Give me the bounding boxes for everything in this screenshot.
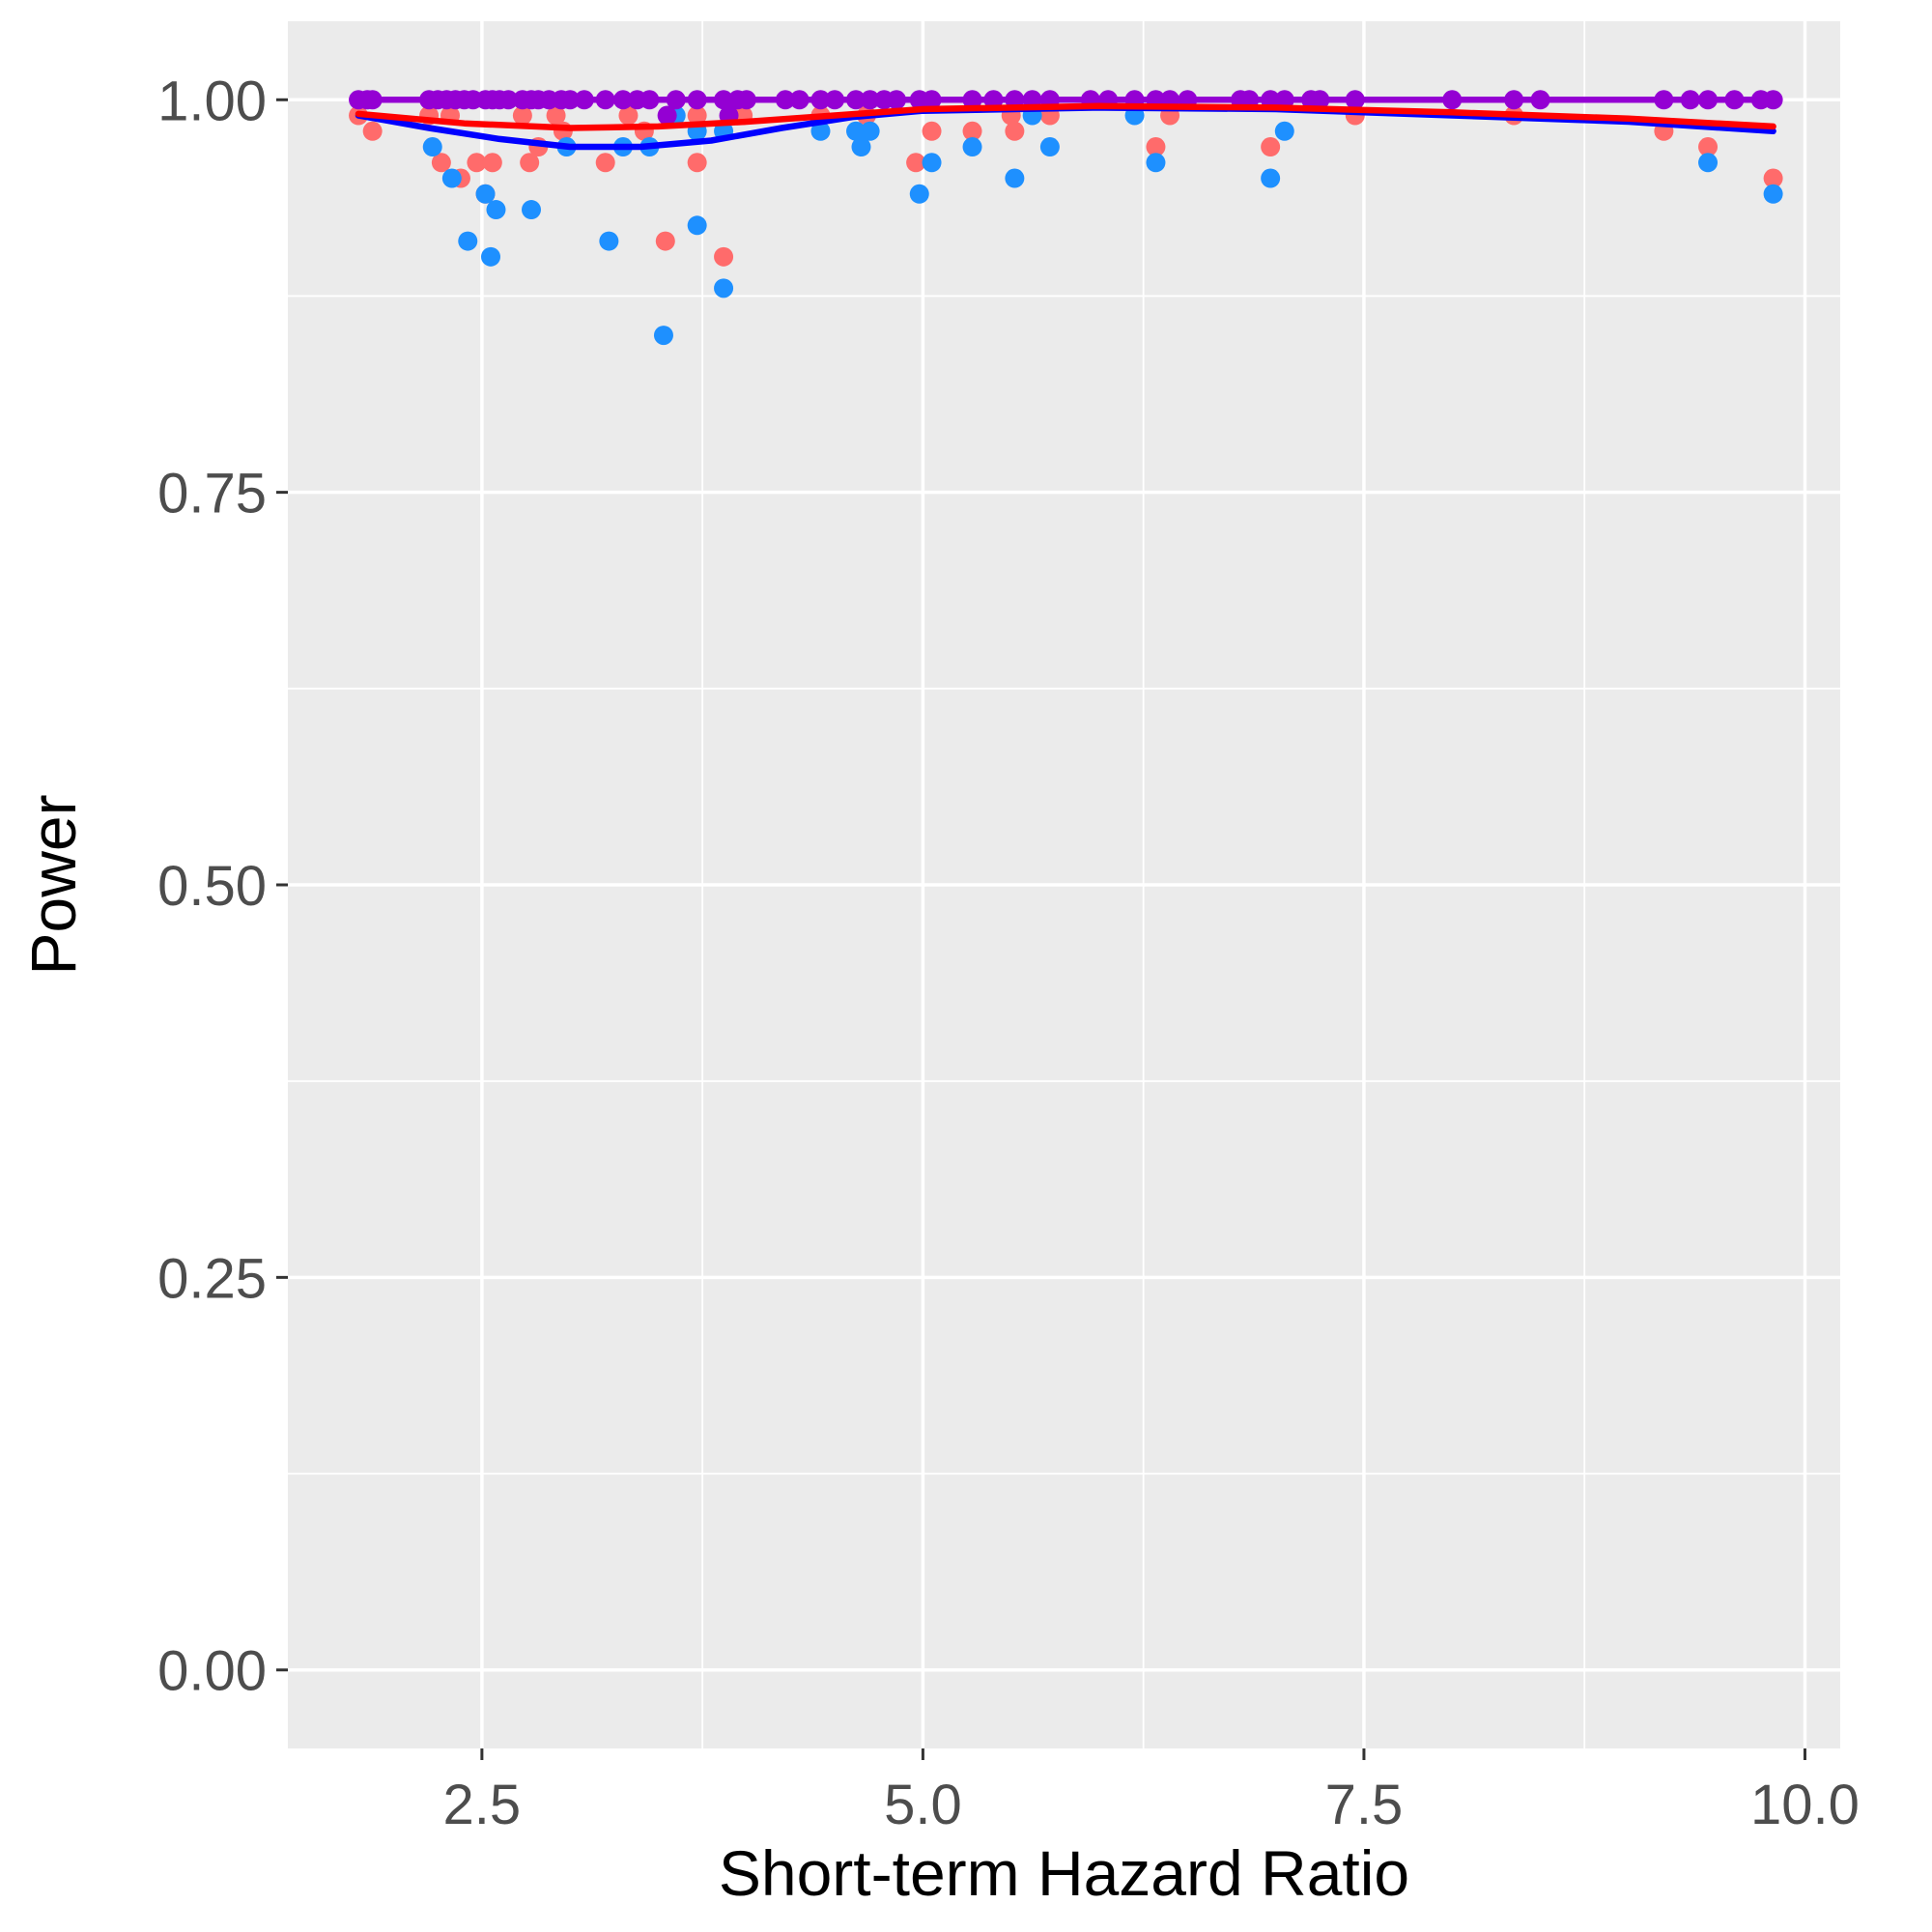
series-1-point — [512, 105, 532, 126]
series-1-point — [595, 153, 615, 173]
series-2-point — [1698, 153, 1719, 173]
x-tick-label: 2.5 — [443, 1774, 522, 1836]
series-2-point — [1005, 168, 1025, 188]
series-2-point — [922, 153, 942, 173]
series-2-point — [810, 121, 831, 141]
series-1-point — [1146, 137, 1166, 157]
series-2-point — [481, 246, 501, 267]
series-1-point — [520, 153, 540, 173]
x-tick-label: 7.5 — [1325, 1774, 1404, 1836]
y-tick-label: 0.50 — [157, 855, 267, 918]
series-1-point — [655, 231, 675, 251]
series-1-point — [618, 105, 639, 126]
grid-lines — [288, 21, 1840, 1748]
series-2-point — [1146, 153, 1166, 173]
series-2-point — [851, 137, 871, 157]
series-2-point — [909, 184, 929, 204]
series-2-point — [522, 200, 542, 220]
series-1-point — [1698, 137, 1719, 157]
series-2-point — [458, 231, 478, 251]
series-2-point — [1763, 184, 1783, 204]
series-2-point — [687, 215, 707, 236]
series-2-point — [599, 231, 619, 251]
y-tick-label: 0.75 — [157, 463, 267, 526]
series-2-point — [475, 184, 496, 204]
series-1-point — [687, 105, 707, 126]
series-2-point — [1039, 137, 1060, 157]
y-tick-label: 0.25 — [157, 1247, 267, 1310]
series-1-point — [714, 246, 734, 267]
x-axis-title: Short-term Hazard Ratio — [719, 1837, 1409, 1909]
series-2-point — [962, 137, 982, 157]
series-1-point — [482, 153, 502, 173]
series-2-point — [486, 200, 506, 220]
series-2-point — [1261, 168, 1281, 188]
series-3-point — [657, 105, 677, 126]
series-1-point — [546, 105, 566, 126]
series-1-point — [906, 153, 926, 173]
y-tick-label: 0.00 — [157, 1640, 267, 1703]
series-1-point — [362, 121, 383, 141]
series-1-point — [1005, 121, 1025, 141]
series-1-point — [687, 153, 707, 173]
series-2-point — [441, 168, 462, 188]
series-2-point — [1274, 121, 1294, 141]
y-axis-title: Power — [17, 794, 89, 975]
series-1-point — [962, 121, 982, 141]
series-2-point — [422, 137, 442, 157]
series-2-point — [846, 121, 867, 141]
series-1-point — [1261, 137, 1281, 157]
x-tick-label: 10.0 — [1750, 1774, 1860, 1836]
axes: 2.5 5.0 7.5 10.0 0.00 0.25 0.50 0.75 1.00 — [157, 70, 1860, 1836]
smooth-line-2 — [355, 102, 1776, 131]
series-1-point — [1763, 168, 1783, 188]
smooth-lines — [355, 97, 1776, 151]
series-2-point — [860, 121, 880, 141]
series-1-point — [922, 121, 942, 141]
x-tick-label: 5.0 — [884, 1774, 962, 1836]
series-2-point — [653, 326, 673, 346]
series-1-point — [467, 153, 487, 173]
y-tick-label: 1.00 — [157, 70, 267, 132]
series-2-point — [714, 278, 734, 298]
series-1-point — [431, 153, 451, 173]
